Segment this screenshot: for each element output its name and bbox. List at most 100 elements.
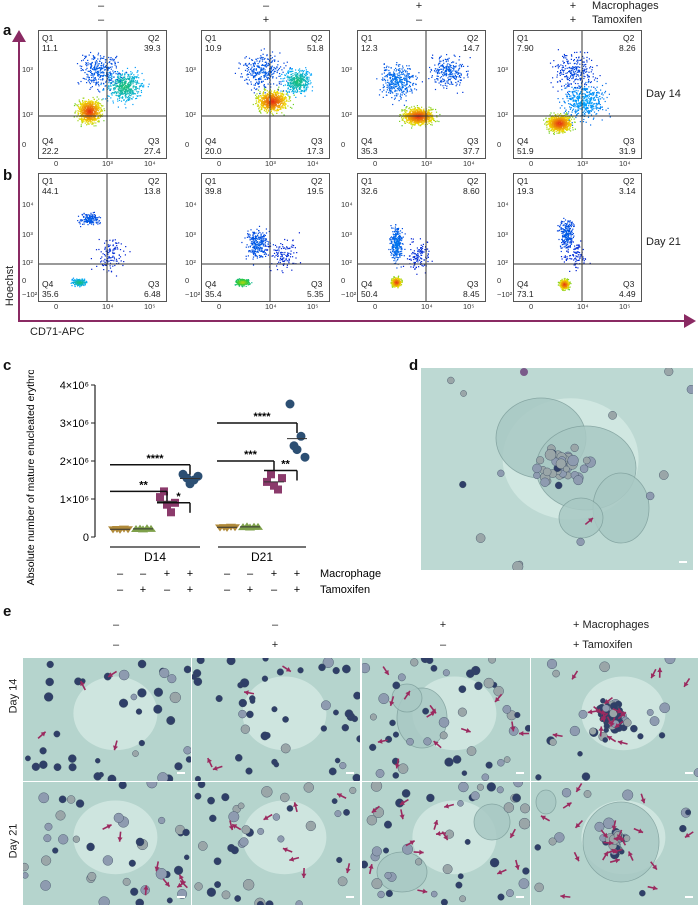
- cell: [370, 782, 383, 792]
- cell-arrowhead-icon: [638, 828, 644, 834]
- chart-c-cond-mac: +: [294, 568, 300, 580]
- cell: [561, 788, 572, 798]
- cell: [95, 758, 101, 764]
- cell: [320, 725, 327, 732]
- cell: [297, 667, 304, 674]
- cell: [344, 709, 354, 719]
- cell: [135, 898, 144, 905]
- cell: [458, 685, 467, 694]
- cell: [569, 725, 580, 737]
- header-e-tam-3: –: [439, 639, 447, 651]
- cell-arrowhead-icon: [164, 881, 170, 887]
- cell: [158, 816, 166, 825]
- cell: [664, 368, 674, 377]
- header-a-mac-3: +: [415, 0, 423, 12]
- facs-facs_row_b-3-q1v: 32.6: [361, 186, 378, 196]
- chart-c-cond-mac: +: [164, 568, 170, 580]
- cell: [286, 805, 294, 812]
- cell-arrowhead-icon: [519, 730, 524, 737]
- scale-bar: [516, 772, 524, 774]
- cell: [455, 881, 463, 889]
- cell-arrowhead-icon: [430, 711, 436, 717]
- cell: [194, 882, 203, 891]
- facs-facs_row_a-4-q1v: 7.90: [517, 43, 534, 53]
- facs-facs_row_a-3-q3v: 37.7: [463, 146, 480, 156]
- cell: [209, 814, 217, 823]
- cell: [548, 837, 557, 846]
- panel-letter-c: c: [3, 357, 12, 374]
- facs-facs_row_a-4-ytick: 10³: [497, 65, 508, 74]
- cell: [599, 661, 610, 673]
- cell: [166, 897, 173, 904]
- cell: [52, 847, 59, 854]
- cell-arrowhead-icon: [628, 851, 633, 857]
- cell: [506, 889, 514, 898]
- cell-arrowhead-icon: [40, 731, 46, 737]
- cell-arrowhead-icon: [684, 832, 690, 838]
- cell: [39, 760, 48, 769]
- facs-facs_row_b-1-xtick: 10⁵: [144, 302, 156, 311]
- cell: [383, 847, 389, 854]
- cell: [215, 695, 223, 703]
- cell: [406, 737, 414, 746]
- cell: [392, 731, 399, 738]
- cell: [39, 747, 47, 755]
- cell-arrowhead-icon: [684, 681, 689, 687]
- cell: [532, 463, 542, 474]
- chart-c-cond-tam: –: [271, 584, 278, 595]
- cell: [328, 767, 337, 776]
- cell: [295, 900, 303, 905]
- facs-facs_row_b-4-q4: Q4: [517, 279, 529, 289]
- cell: [153, 687, 163, 697]
- cell: [86, 842, 95, 852]
- macrophage-island: [473, 803, 511, 841]
- facs-facs_row_a-2-xtick: 10⁴: [307, 159, 319, 168]
- cell: [594, 821, 605, 832]
- facs-plot-facs_row_b-2: Q1 39.8 Q2 19.5 Q4 35.4 Q3 5.35: [201, 173, 330, 302]
- chart-c-cond-tam: –: [164, 584, 171, 595]
- cell: [452, 755, 462, 764]
- scale-bar: [177, 896, 185, 898]
- cell: [493, 685, 504, 697]
- cell: [194, 775, 201, 781]
- cell: [322, 658, 334, 668]
- cell: [600, 698, 606, 704]
- facs-facs_row_a-4-q2: Q2: [623, 33, 635, 43]
- cell: [481, 773, 490, 781]
- cell-arrowhead-icon: [612, 848, 618, 854]
- cell-arrowhead-icon: [601, 717, 607, 722]
- cell: [563, 465, 570, 473]
- cell: [331, 798, 338, 805]
- facs-facs_row_b-3-q3: Q3: [467, 279, 479, 289]
- cell-arrowhead-icon: [154, 866, 160, 872]
- facs-facs_row_b-1-q3: Q3: [148, 279, 160, 289]
- cell: [74, 677, 83, 686]
- cell: [608, 411, 617, 420]
- cell: [497, 759, 505, 767]
- facs-facs_row_a-1-q1: Q1: [42, 33, 54, 43]
- cell: [185, 756, 191, 763]
- facs-plot-facs_row_a-4: Q1 7.90 Q2 8.26 Q4 51.9 Q3 31.9: [513, 30, 642, 159]
- cell: [221, 793, 230, 802]
- cell-arrowhead-icon: [377, 738, 383, 744]
- cell-arrowhead-icon: [394, 763, 400, 769]
- cell-arrowhead-icon: [572, 674, 577, 680]
- cell: [341, 724, 349, 732]
- macrophage-island: [391, 683, 423, 713]
- facs-facs_row_a-4-xtick: 10³: [577, 159, 588, 168]
- y-axis-arrow-line: [18, 38, 20, 322]
- facs-facs_row_a-4-q1: Q1: [517, 33, 529, 43]
- cell: [457, 800, 464, 807]
- facs-facs_row_b-1-q2: Q2: [148, 176, 160, 186]
- cell: [183, 854, 190, 861]
- facs-facs_row_b-1-q4: Q4: [42, 279, 54, 289]
- facs-facs_row_b-4-q3v: 4.49: [619, 289, 636, 299]
- cell: [53, 730, 61, 738]
- cell: [256, 900, 264, 905]
- header-e-mac-label: + Macrophages: [573, 619, 650, 631]
- facs-facs_row_a-3-xtick: 10⁴: [463, 159, 475, 168]
- cell-arrowhead-icon: [177, 882, 183, 888]
- facs-facs_row_b-4-xtick: 10⁵: [619, 302, 631, 311]
- y-axis-arrowhead: [12, 30, 26, 42]
- cell: [496, 786, 504, 794]
